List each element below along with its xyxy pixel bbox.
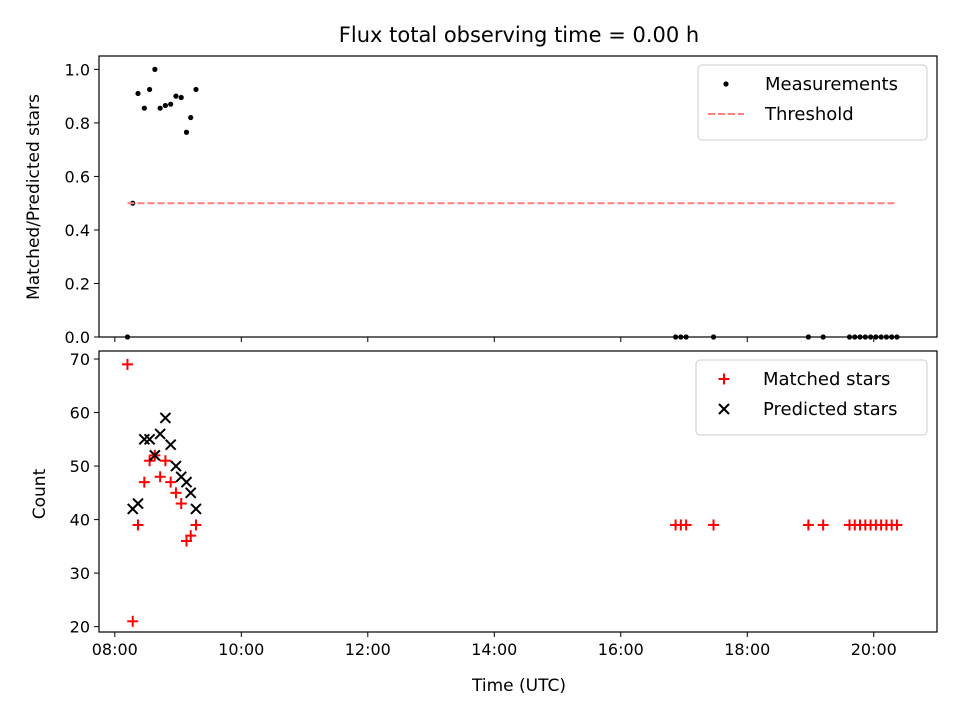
bottom-y-tick-label: 30 [70, 564, 90, 583]
x-tick-label: 20:00 [851, 640, 897, 659]
measurement-point [124, 334, 131, 340]
measurement-point [672, 334, 679, 340]
measurement-point [852, 334, 858, 340]
top-plot-frame [98, 55, 938, 338]
predicted-star-point [180, 476, 193, 488]
matched-star-point [144, 455, 156, 467]
predicted-star-point [138, 433, 151, 446]
predicted-star-point [132, 497, 144, 510]
bottom-y-tick-label: 60 [70, 404, 90, 423]
measurement-point [805, 334, 812, 340]
measurement-point [162, 102, 169, 109]
x-tick-label: 16:00 [598, 640, 644, 659]
top-y-tick-label: 0.4 [65, 221, 90, 240]
measurement-point [168, 101, 174, 107]
bottom-y-tick-label: 50 [70, 457, 90, 476]
bottom-y-tick-label: 20 [70, 618, 90, 637]
measurement-point [141, 105, 147, 111]
matched-star-point [159, 455, 171, 467]
measurement-point [183, 129, 190, 135]
x-tick-label: 12:00 [345, 640, 391, 659]
predicted-star-point [184, 487, 197, 499]
x-tick-label: 14:00 [471, 640, 517, 659]
measurement-point [889, 334, 895, 340]
x-tick-label: 18:00 [724, 640, 770, 659]
legend-predicted-marker [718, 403, 730, 415]
legend-label: Matched stars [763, 369, 890, 390]
legend-matched-marker [718, 373, 730, 385]
matched-star-point [175, 498, 187, 510]
measurement-point [188, 114, 194, 121]
predicted-star-point [149, 449, 161, 462]
measurement-point [862, 334, 868, 340]
measurement-point [878, 334, 884, 340]
measurement-point [193, 86, 199, 93]
predicted-star-point [190, 503, 202, 515]
bottom-legend-box [695, 359, 928, 436]
measurement-point [710, 334, 717, 340]
matched-star-point [170, 487, 182, 499]
measurement-point [683, 334, 689, 340]
top-y-tick-label: 1.0 [65, 60, 90, 79]
top-legend-box [697, 64, 928, 141]
bottom-panel: 20 30 40 50 60 70 08:00 10:00 12:00 14:00 16:00 18:… [70, 350, 938, 659]
top-y-tick-label: 0.2 [65, 274, 90, 293]
matched-star-point [121, 358, 133, 370]
measurement-point [883, 334, 890, 340]
matched-star-point [165, 476, 177, 488]
matched-star-point [708, 519, 720, 531]
bottom-plot-frame [98, 350, 938, 633]
matched-star-point [680, 519, 692, 531]
x-tick-label: 08:00 [92, 640, 138, 659]
predicted-star-point [159, 412, 172, 424]
top-panel: 0.0 0.2 0.4 0.6 0.8 1.0 Measurements Threshold [65, 55, 938, 347]
x-axis-label: Time (UTC) [471, 676, 566, 696]
matched-star-point [802, 519, 814, 531]
measurement-point [146, 86, 153, 93]
measurement-point [820, 334, 826, 340]
measurement-point [857, 334, 863, 340]
top-y-tick-label: 0.0 [65, 328, 90, 347]
matched-star-point [138, 476, 150, 488]
matched-star-point [185, 530, 197, 542]
bottom-y-axis-label: Count [30, 468, 50, 519]
top-y-axis-label: Matched/Predicted stars [24, 94, 44, 300]
top-y-tick-label: 0.6 [65, 167, 90, 186]
bottom-y-tick-label: 70 [70, 350, 90, 369]
matched-star-point [891, 519, 903, 531]
measurement-point [873, 334, 879, 340]
matched-star-point [154, 471, 166, 483]
predicted-star-point [170, 460, 182, 472]
measurement-point [894, 334, 900, 340]
legend-label: Threshold [764, 104, 854, 125]
bottom-y-tick-label: 40 [70, 511, 90, 530]
measurement-point [846, 334, 853, 340]
matched-star-point [190, 519, 202, 531]
chart-title: Flux total observing time = 0.00 h [339, 23, 699, 47]
predicted-star-point [164, 438, 177, 451]
x-tick-label: 10:00 [218, 640, 264, 659]
legend-label: Predicted stars [763, 399, 897, 420]
top-y-tick-label: 0.8 [65, 114, 90, 133]
matched-star-point [132, 519, 144, 531]
predicted-star-point [154, 428, 166, 440]
legend-measurements-marker [723, 81, 729, 87]
measurement-point [867, 334, 874, 340]
measurement-point [678, 334, 684, 340]
legend-label: Measurements [765, 74, 898, 95]
measurement-point [152, 66, 158, 72]
measurement-point [173, 93, 179, 99]
measurement-point [178, 94, 184, 101]
measurement-point [135, 90, 141, 97]
measurement-point [157, 105, 163, 111]
matched-star-point [127, 615, 139, 627]
matched-star-point [817, 519, 829, 531]
predicted-star-point [143, 433, 156, 446]
bottom-legend: Matched stars Predicted stars [695, 359, 928, 436]
top-legend: Measurements Threshold [697, 64, 928, 141]
